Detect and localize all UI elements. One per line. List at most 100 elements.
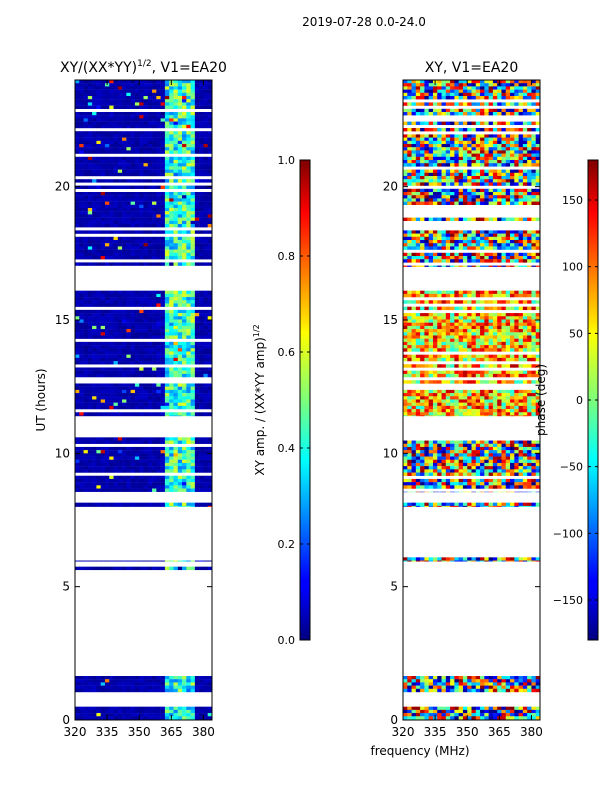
heatmap-cell bbox=[164, 475, 170, 480]
heatmap-cell bbox=[104, 211, 110, 215]
heatmap-cell bbox=[75, 309, 80, 314]
heatmap-cell bbox=[199, 115, 204, 119]
heatmap-cell bbox=[79, 156, 84, 161]
heatmap-cell bbox=[177, 367, 183, 371]
heatmap-cell bbox=[117, 399, 123, 403]
heatmap-cell bbox=[160, 713, 166, 717]
heatmap-cell bbox=[87, 137, 93, 141]
heatmap-cell bbox=[186, 688, 191, 693]
heatmap-cell bbox=[130, 293, 136, 298]
heatmap-cell bbox=[100, 92, 106, 97]
heatmap-cell bbox=[177, 313, 183, 317]
heatmap-cell bbox=[122, 488, 127, 492]
heatmap-cell bbox=[403, 472, 408, 476]
heatmap-cell bbox=[75, 217, 80, 221]
heatmap-cell bbox=[126, 230, 131, 234]
heatmap-cell bbox=[75, 230, 80, 234]
heatmap-cell bbox=[203, 393, 209, 397]
heatmap-cell bbox=[130, 488, 136, 492]
heatmap-cell bbox=[130, 89, 136, 93]
heatmap-cell bbox=[117, 361, 123, 365]
heatmap-cell bbox=[177, 466, 183, 470]
heatmap-cell bbox=[454, 482, 459, 486]
heatmap-cell bbox=[164, 303, 170, 307]
heatmap-cell bbox=[113, 709, 119, 714]
heatmap-cell bbox=[471, 706, 477, 711]
heatmap-cell bbox=[415, 290, 421, 295]
heatmap-cell bbox=[104, 566, 110, 571]
heatmap-cell bbox=[83, 402, 89, 407]
heatmap-cell bbox=[160, 160, 166, 164]
heatmap-cell bbox=[173, 220, 179, 225]
heatmap-cell bbox=[130, 475, 136, 480]
heatmap-cell bbox=[450, 469, 455, 473]
heatmap-cell bbox=[407, 325, 412, 330]
heatmap-cell bbox=[126, 370, 131, 375]
heatmap-cell bbox=[432, 685, 438, 689]
heatmap-cell bbox=[104, 706, 110, 711]
heatmap-cell bbox=[83, 682, 89, 686]
heatmap-cell bbox=[160, 456, 166, 460]
colorbar-tick-label: 0.0 bbox=[278, 634, 296, 647]
heatmap-cell bbox=[79, 682, 84, 686]
heatmap-cell bbox=[177, 505, 183, 507]
heatmap-cell bbox=[462, 300, 468, 304]
heatmap-cell bbox=[100, 440, 106, 444]
heatmap-cell bbox=[143, 262, 149, 266]
heatmap-cell bbox=[152, 172, 157, 177]
heatmap-cell bbox=[169, 243, 174, 247]
heatmap-cell bbox=[104, 166, 110, 170]
heatmap-cell bbox=[182, 488, 187, 492]
heatmap-cell bbox=[75, 399, 80, 403]
heatmap-cell bbox=[535, 332, 541, 336]
heatmap-cell bbox=[467, 713, 472, 717]
heatmap-cell bbox=[190, 469, 196, 473]
heatmap-cell bbox=[164, 679, 170, 683]
heatmap-cell bbox=[104, 462, 110, 467]
heatmap-cell bbox=[109, 147, 114, 151]
heatmap-cell bbox=[186, 354, 191, 359]
heatmap-cell bbox=[87, 566, 93, 571]
heatmap-cell bbox=[450, 709, 455, 714]
heatmap-cell bbox=[522, 446, 528, 451]
heatmap-cell bbox=[484, 478, 489, 483]
heatmap-cell bbox=[407, 706, 412, 711]
heatmap-cell bbox=[441, 338, 447, 343]
heatmap-cell bbox=[109, 195, 114, 199]
heatmap-cell bbox=[117, 706, 123, 711]
heatmap-cell bbox=[83, 156, 89, 161]
heatmap-cell bbox=[83, 488, 89, 492]
heatmap-cell bbox=[117, 478, 123, 483]
heatmap-cell bbox=[407, 685, 412, 689]
heatmap-cell bbox=[522, 300, 528, 304]
heatmap-cell bbox=[75, 316, 80, 320]
heatmap-cell bbox=[139, 566, 144, 571]
heatmap-cell bbox=[143, 217, 149, 221]
heatmap-cell bbox=[177, 475, 183, 480]
heatmap-cell bbox=[190, 709, 196, 714]
heatmap-cell bbox=[156, 459, 161, 464]
heatmap-cell bbox=[156, 124, 161, 129]
heatmap-cell bbox=[147, 160, 153, 164]
heatmap-cell bbox=[122, 348, 127, 352]
heatmap-cell bbox=[92, 345, 97, 349]
heatmap-cell bbox=[160, 466, 166, 470]
heatmap-cell bbox=[92, 249, 97, 253]
heatmap-cell bbox=[160, 211, 166, 215]
heatmap-cell bbox=[186, 105, 191, 109]
heatmap-cell bbox=[203, 685, 209, 689]
heatmap-cell bbox=[527, 325, 532, 330]
heatmap-cell bbox=[514, 676, 519, 680]
heatmap-cell bbox=[87, 217, 93, 221]
heatmap-cell bbox=[113, 502, 119, 507]
heatmap-cell bbox=[75, 367, 80, 371]
heatmap-cell bbox=[186, 488, 191, 492]
heatmap-cell bbox=[96, 300, 101, 304]
heatmap-cell bbox=[194, 706, 200, 711]
heatmap-cell bbox=[164, 459, 170, 464]
heatmap-cell bbox=[194, 440, 200, 444]
heatmap-cell bbox=[194, 709, 200, 714]
heatmap-cell bbox=[492, 560, 498, 562]
heatmap-cell bbox=[169, 256, 174, 260]
heatmap-cell bbox=[437, 466, 442, 470]
